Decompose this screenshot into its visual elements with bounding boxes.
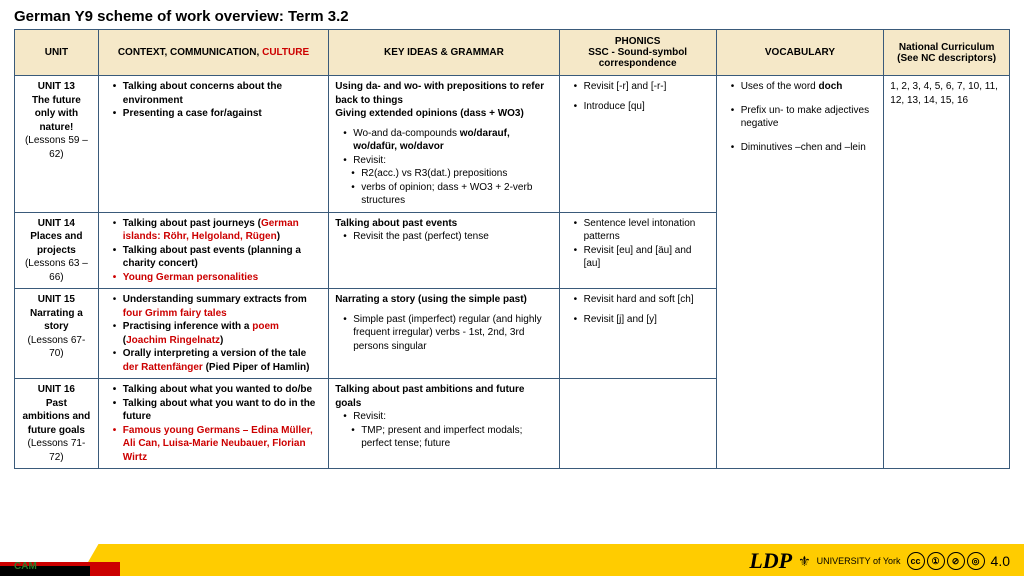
th-vocab: VOCABULARY bbox=[716, 30, 884, 76]
th-key: KEY IDEAS & GRAMMAR bbox=[329, 30, 559, 76]
th-context: CONTEXT, COMMUNICATION, CULTURE bbox=[98, 30, 328, 76]
york-logo: UNIVERSITY of York bbox=[817, 557, 901, 566]
cam-logo: CAM bbox=[14, 561, 37, 572]
crest-icon: ⚜ bbox=[798, 553, 811, 570]
table-row: UNIT 13The future only with nature!(Less… bbox=[15, 76, 1010, 213]
th-phonics: PHONICSSSC - Sound-symbolcorrespondence bbox=[559, 30, 716, 76]
page-title: German Y9 scheme of work overview: Term … bbox=[0, 0, 1024, 29]
cc-icons: cc①⊘◎ bbox=[907, 552, 985, 570]
footer: CAM LDP ⚜ UNIVERSITY of York cc①⊘◎ 4.0 bbox=[0, 544, 1024, 576]
th-nc: National Curriculum(See NC descriptors) bbox=[884, 30, 1010, 76]
ldp-logo: LDP bbox=[749, 548, 792, 574]
th-unit: UNIT bbox=[15, 30, 99, 76]
cc-version: 4.0 bbox=[991, 553, 1010, 569]
scheme-table: UNIT CONTEXT, COMMUNICATION, CULTURE KEY… bbox=[14, 29, 1010, 469]
